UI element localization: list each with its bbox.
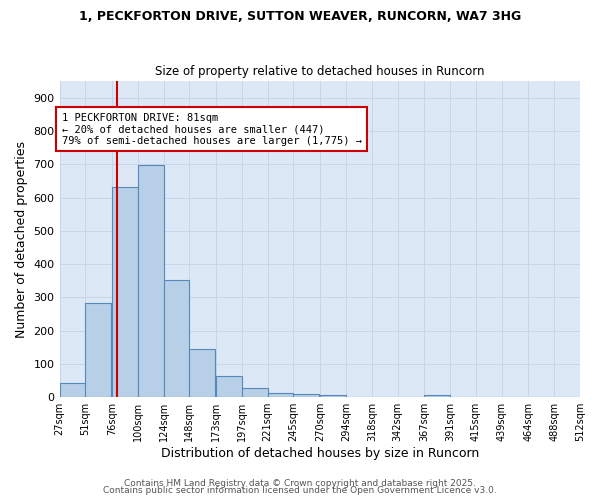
Bar [190, 350, 215, 397]
Bar [424, 394, 450, 397]
X-axis label: Distribution of detached houses by size in Runcorn: Distribution of detached houses by size … [161, 447, 479, 460]
Text: 1, PECKFORTON DRIVE, SUTTON WEAVER, RUNCORN, WA7 3HG: 1, PECKFORTON DRIVE, SUTTON WEAVER, RUNC… [79, 10, 521, 23]
Bar [293, 394, 319, 397]
Title: Size of property relative to detached houses in Runcorn: Size of property relative to detached ho… [155, 66, 485, 78]
Bar [164, 280, 190, 397]
Text: Contains HM Land Registry data © Crown copyright and database right 2025.: Contains HM Land Registry data © Crown c… [124, 478, 476, 488]
Bar [112, 187, 138, 397]
Bar [242, 388, 268, 397]
Text: 1 PECKFORTON DRIVE: 81sqm
← 20% of detached houses are smaller (447)
79% of semi: 1 PECKFORTON DRIVE: 81sqm ← 20% of detac… [62, 112, 362, 146]
Bar [59, 383, 85, 397]
Text: Contains public sector information licensed under the Open Government Licence v3: Contains public sector information licen… [103, 486, 497, 495]
Bar [268, 392, 293, 397]
Bar [85, 303, 111, 397]
Bar [138, 166, 164, 397]
Bar [320, 394, 346, 397]
Bar [216, 376, 242, 397]
Y-axis label: Number of detached properties: Number of detached properties [15, 140, 28, 338]
